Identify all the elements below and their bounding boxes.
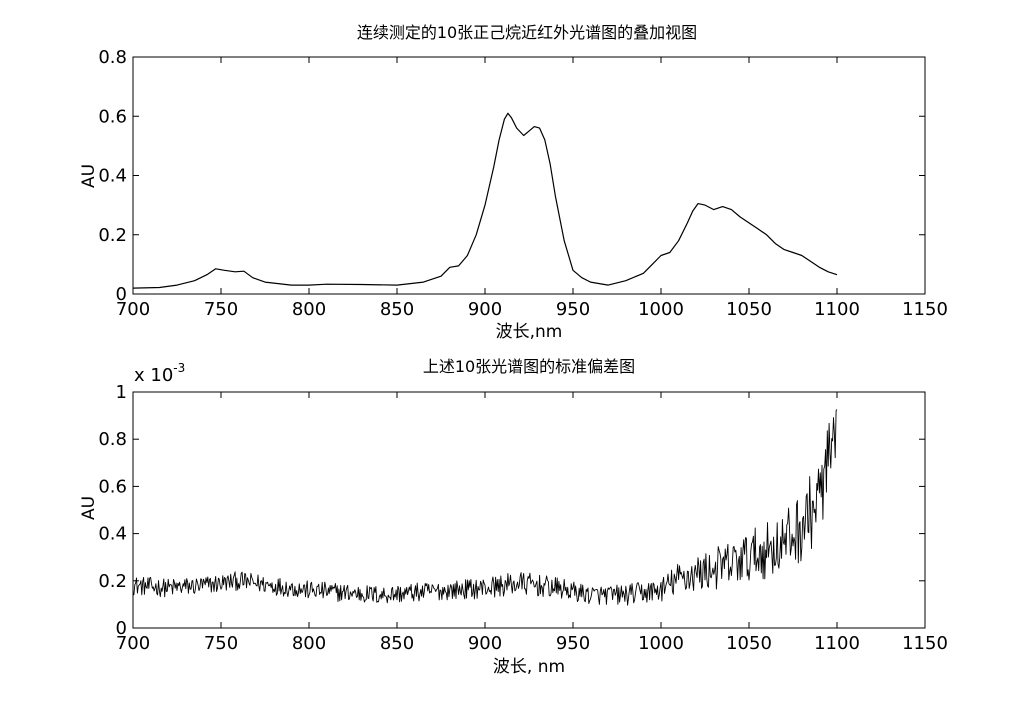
y-tick-label: 0.4: [98, 166, 127, 187]
y-tick-label: 0.6: [98, 476, 127, 497]
x-tick-label: 950: [556, 633, 590, 654]
x-tick-label: 700: [116, 299, 150, 320]
x-tick-label: 1150: [902, 299, 948, 320]
x-tick-label: 800: [292, 633, 326, 654]
x-tick-label: 950: [556, 299, 590, 320]
x-tick-labels: 700 750 800 850 900 950 1000 1050 1100 1150: [116, 299, 948, 320]
x-tick-label: 900: [468, 299, 502, 320]
y-multiplier-label: x 10-3: [134, 361, 185, 386]
x-tick-label: 750: [204, 299, 238, 320]
y-tick-label: 0.4: [98, 524, 127, 545]
axis-ticks: [132, 391, 926, 629]
overlay-spectra-chart: 连续测定的10张正己烷近红外光谱图的叠加视图 700 750 800 850 900 95…: [79, 23, 948, 342]
x-tick-label: 1100: [814, 633, 860, 654]
spectrum-line: [132, 112, 838, 289]
x-tick-label: 1100: [814, 299, 860, 320]
std-deviation-chart: 上述10张光谱图的标准偏差图 x 10-3 700 750 800 850 900 950…: [79, 357, 948, 677]
y-multiplier-exponent: -3: [173, 361, 185, 375]
plot-area: [132, 56, 926, 295]
x-tick-label: 850: [380, 299, 414, 320]
plot-area: [132, 391, 926, 629]
chart-title: 连续测定的10张正己烷近红外光谱图的叠加视图: [357, 23, 697, 42]
x-tick-label: 750: [204, 633, 238, 654]
x-tick-label: 800: [292, 299, 326, 320]
std-deviation-line: [132, 409, 838, 606]
x-tick-label: 1050: [726, 633, 772, 654]
x-tick-label: 1000: [638, 299, 684, 320]
y-tick-label: 0.8: [98, 429, 127, 450]
x-tick-label: 900: [468, 633, 502, 654]
y-tick-label: 0: [116, 284, 127, 305]
y-multiplier-base: x 10: [134, 365, 173, 386]
x-tick-label: 1050: [726, 299, 772, 320]
x-tick-labels: 700 750 800 850 900 950 1000 1050 1100 1150: [116, 633, 948, 654]
x-tick-label: 1000: [638, 633, 684, 654]
y-tick-labels: 0 0.2 0.4 0.6 0.8: [98, 47, 127, 305]
y-axis-label: AU: [79, 164, 99, 188]
y-axis-label: AU: [79, 496, 99, 520]
x-axis-label: 波长,nm: [496, 322, 563, 342]
y-tick-label: 0.6: [98, 106, 127, 127]
y-tick-label: 0.8: [98, 47, 127, 68]
x-tick-label: 700: [116, 633, 150, 654]
axis-ticks: [132, 56, 926, 295]
x-axis-label: 波长, nm: [493, 657, 565, 677]
y-tick-labels: 0 0.2 0.4 0.6 0.8 1: [98, 382, 127, 639]
y-tick-label: 1: [116, 382, 127, 403]
y-tick-label: 0.2: [98, 225, 127, 246]
x-tick-label: 1150: [902, 633, 948, 654]
chart-title: 上述10张光谱图的标准偏差图: [423, 357, 635, 376]
y-tick-label: 0: [116, 618, 127, 639]
x-tick-label: 850: [380, 633, 414, 654]
y-tick-label: 0.2: [98, 571, 127, 592]
